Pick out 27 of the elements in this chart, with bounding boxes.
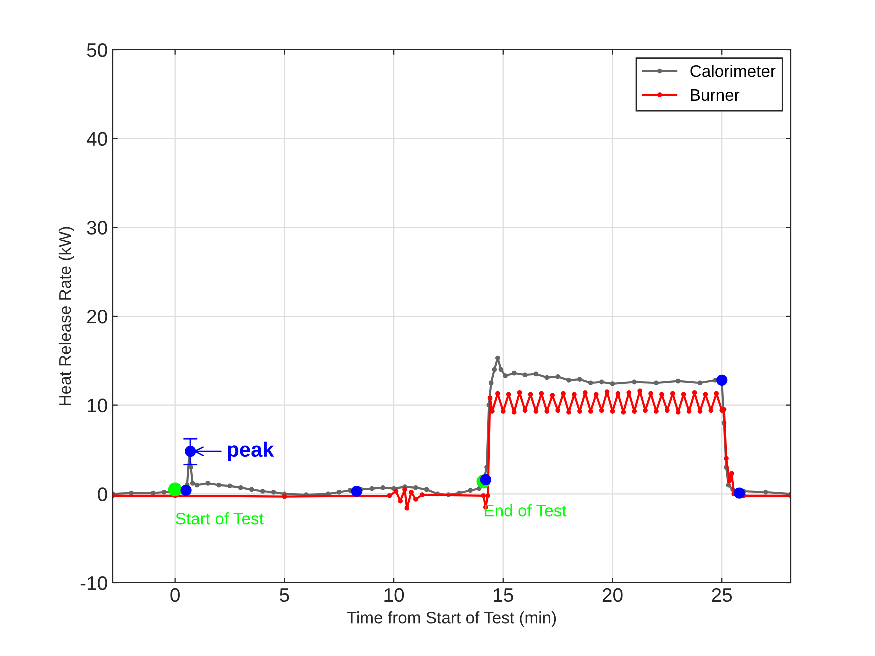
y-tick-label: 40	[86, 132, 108, 146]
x-tick-label: 15	[494, 588, 514, 602]
point	[351, 486, 362, 498]
y-tick-label: 0	[98, 488, 108, 502]
point	[185, 446, 196, 458]
point	[480, 474, 492, 486]
y-tick-label: 20	[87, 310, 108, 324]
x-tick-label: 25	[712, 588, 732, 602]
point	[734, 488, 746, 499]
annotation: Start of Test	[176, 512, 264, 525]
y-axis-title: Heat Release Rate (kW)	[58, 227, 74, 406]
y-tick-label: -10	[80, 576, 108, 590]
legend-label: Burner	[691, 89, 740, 102]
y-tick-label: 50	[87, 43, 108, 58]
point	[180, 485, 192, 496]
x-tick-label: 20	[602, 588, 623, 602]
x-tick-label: 0	[170, 588, 180, 602]
x-tick-label: 5	[280, 588, 290, 602]
annotation: End of Test	[485, 504, 567, 517]
legend-label: Calorimeter	[690, 65, 776, 78]
point	[716, 374, 728, 386]
y-tick-label: 30	[87, 221, 108, 235]
x-tick-label: 10	[384, 588, 404, 602]
point	[168, 482, 182, 497]
annotation: peak	[228, 442, 274, 462]
y-tick-label: 10	[88, 398, 108, 413]
x-axis-title: Time from Start of Test (min)	[347, 612, 556, 628]
